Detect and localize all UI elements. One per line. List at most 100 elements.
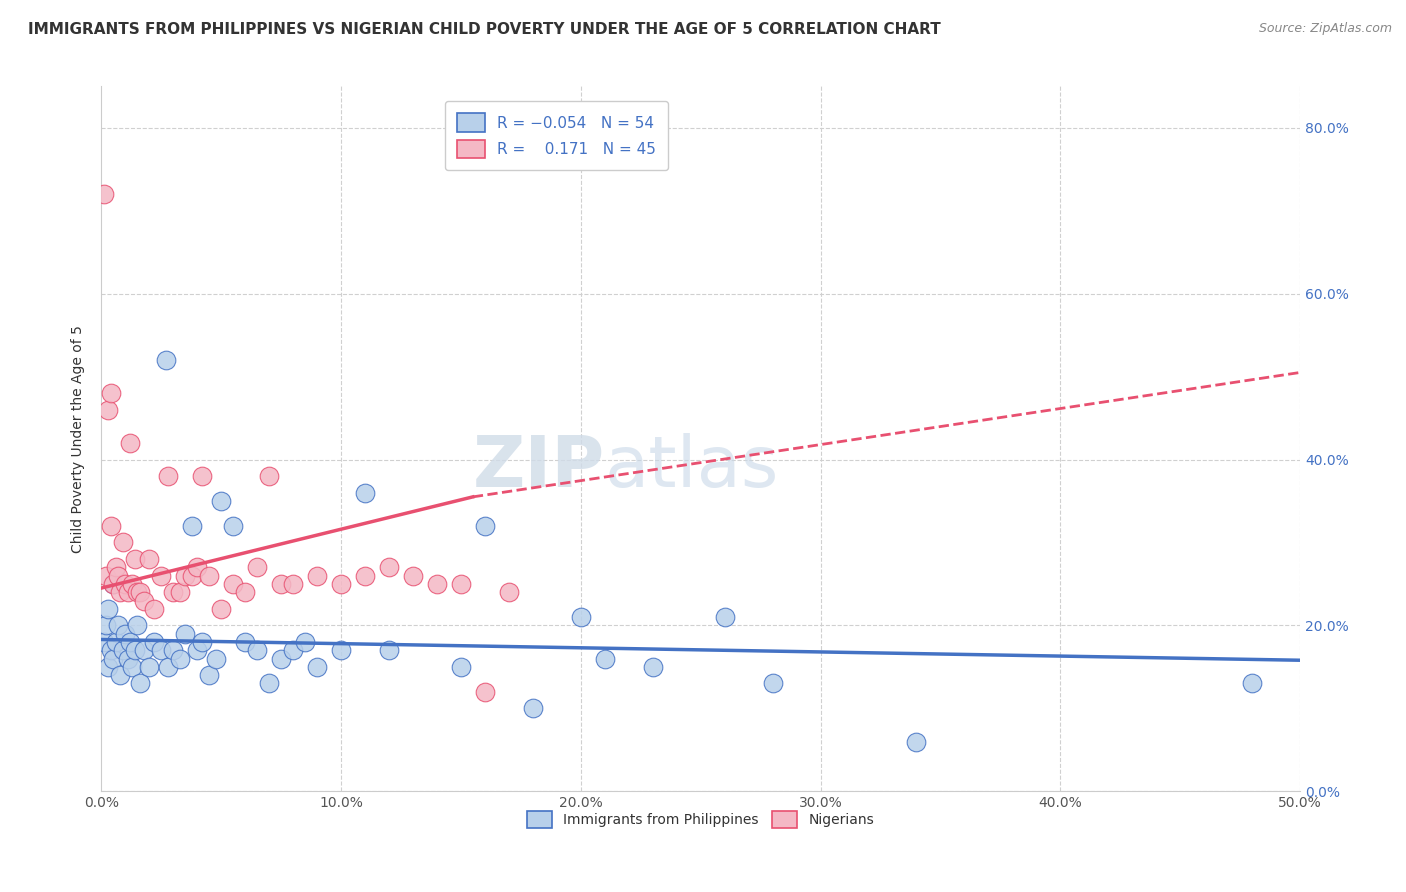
Text: Source: ZipAtlas.com: Source: ZipAtlas.com	[1258, 22, 1392, 36]
Point	[354, 485, 377, 500]
Point	[121, 660, 143, 674]
Point	[174, 568, 197, 582]
Point	[93, 187, 115, 202]
Point	[111, 643, 134, 657]
Point	[121, 577, 143, 591]
Point	[103, 577, 125, 591]
Point	[169, 585, 191, 599]
Point	[97, 602, 120, 616]
Point	[305, 568, 328, 582]
Point	[426, 577, 449, 591]
Point	[246, 560, 269, 574]
Point	[330, 577, 353, 591]
Point	[124, 643, 146, 657]
Point	[127, 618, 149, 632]
Point	[593, 651, 616, 665]
Point	[93, 635, 115, 649]
Point	[474, 519, 496, 533]
Point	[378, 643, 401, 657]
Point	[117, 585, 139, 599]
Y-axis label: Child Poverty Under the Age of 5: Child Poverty Under the Age of 5	[72, 325, 86, 553]
Point	[94, 568, 117, 582]
Point	[138, 552, 160, 566]
Point	[157, 469, 180, 483]
Point	[294, 635, 316, 649]
Point	[198, 568, 221, 582]
Point	[209, 494, 232, 508]
Text: IMMIGRANTS FROM PHILIPPINES VS NIGERIAN CHILD POVERTY UNDER THE AGE OF 5 CORRELA: IMMIGRANTS FROM PHILIPPINES VS NIGERIAN …	[28, 22, 941, 37]
Point	[111, 535, 134, 549]
Legend: Immigrants from Philippines, Nigerians: Immigrants from Philippines, Nigerians	[522, 805, 880, 834]
Point	[127, 585, 149, 599]
Point	[157, 660, 180, 674]
Point	[198, 668, 221, 682]
Point	[114, 626, 136, 640]
Point	[162, 585, 184, 599]
Point	[155, 353, 177, 368]
Point	[186, 643, 208, 657]
Point	[150, 643, 173, 657]
Point	[191, 635, 214, 649]
Point	[174, 626, 197, 640]
Point	[114, 577, 136, 591]
Point	[94, 618, 117, 632]
Point	[569, 610, 592, 624]
Point	[104, 635, 127, 649]
Point	[107, 568, 129, 582]
Point	[281, 577, 304, 591]
Point	[257, 676, 280, 690]
Point	[107, 618, 129, 632]
Point	[104, 560, 127, 574]
Point	[143, 635, 166, 649]
Point	[134, 593, 156, 607]
Point	[103, 651, 125, 665]
Point	[128, 585, 150, 599]
Point	[522, 701, 544, 715]
Point	[305, 660, 328, 674]
Point	[100, 386, 122, 401]
Point	[117, 651, 139, 665]
Point	[97, 402, 120, 417]
Point	[118, 436, 141, 450]
Point	[100, 643, 122, 657]
Point	[110, 668, 132, 682]
Point	[138, 660, 160, 674]
Point	[162, 643, 184, 657]
Point	[270, 651, 292, 665]
Point	[905, 734, 928, 748]
Point	[181, 519, 204, 533]
Point	[143, 602, 166, 616]
Point	[402, 568, 425, 582]
Point	[761, 676, 783, 690]
Point	[257, 469, 280, 483]
Point	[1241, 676, 1264, 690]
Point	[181, 568, 204, 582]
Point	[124, 552, 146, 566]
Point	[222, 519, 245, 533]
Point	[450, 577, 472, 591]
Point	[474, 685, 496, 699]
Text: ZIP: ZIP	[472, 433, 605, 501]
Point	[281, 643, 304, 657]
Point	[118, 635, 141, 649]
Point	[186, 560, 208, 574]
Text: atlas: atlas	[605, 433, 779, 501]
Point	[246, 643, 269, 657]
Point	[222, 577, 245, 591]
Point	[134, 643, 156, 657]
Point	[641, 660, 664, 674]
Point	[450, 660, 472, 674]
Point	[128, 676, 150, 690]
Point	[169, 651, 191, 665]
Point	[100, 519, 122, 533]
Point	[713, 610, 735, 624]
Point	[498, 585, 520, 599]
Point	[354, 568, 377, 582]
Point	[330, 643, 353, 657]
Point	[150, 568, 173, 582]
Point	[233, 585, 256, 599]
Point	[103, 577, 125, 591]
Point	[97, 660, 120, 674]
Point	[110, 585, 132, 599]
Point	[270, 577, 292, 591]
